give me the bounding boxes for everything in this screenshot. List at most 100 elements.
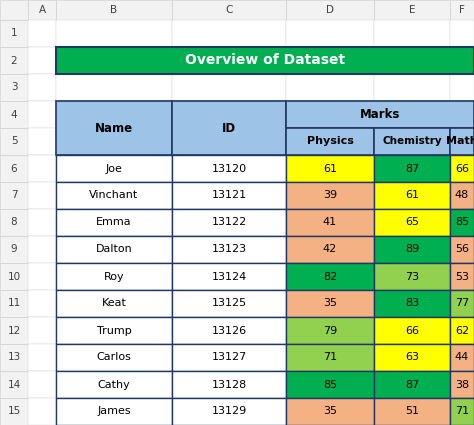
Text: 66: 66 [405,326,419,335]
Bar [56,209,172,236]
Bar [374,155,450,182]
Bar [286,236,374,263]
Bar [374,101,450,128]
Text: 83: 83 [405,298,419,309]
Text: 44: 44 [455,352,469,363]
Text: 13129: 13129 [211,406,246,416]
Text: 12: 12 [8,326,21,335]
Text: 79: 79 [323,326,337,335]
Bar [0,371,28,398]
Text: 85: 85 [323,380,337,389]
Bar [28,398,56,425]
Bar [450,236,474,263]
Bar [450,236,474,263]
Bar [56,182,172,209]
Bar [172,371,286,398]
Text: 71: 71 [455,406,469,416]
Bar [450,398,474,425]
Text: Keat: Keat [101,298,127,309]
Text: 41: 41 [323,218,337,227]
Bar [374,74,450,101]
Text: Joe: Joe [106,164,122,173]
Bar [172,263,286,290]
Bar [172,128,286,155]
Text: Chemistry: Chemistry [382,136,442,147]
Bar [28,155,56,182]
Text: Math: Math [446,136,474,147]
Text: B: B [110,5,118,15]
Text: 3: 3 [11,82,18,93]
Text: Roy: Roy [104,272,124,281]
Bar [374,290,450,317]
Bar [286,74,374,101]
Bar [28,0,56,20]
Text: F: F [459,5,465,15]
Text: Carlos: Carlos [97,352,131,363]
Bar [172,209,286,236]
Bar [172,290,286,317]
Bar [374,236,450,263]
Text: 8: 8 [11,218,18,227]
Bar [286,155,374,182]
Bar [172,263,286,290]
Bar [172,155,286,182]
Bar [450,290,474,317]
Text: Overview of Dataset: Overview of Dataset [185,54,345,68]
Bar [56,74,172,101]
Bar [286,20,374,47]
Text: Dalton: Dalton [96,244,132,255]
Text: 38: 38 [455,380,469,389]
Text: 87: 87 [405,380,419,389]
Bar [450,155,474,182]
Text: 66: 66 [455,164,469,173]
Text: Name: Name [95,122,133,134]
Text: 10: 10 [8,272,20,281]
Bar [286,344,374,371]
Bar [286,101,374,128]
Bar [286,128,374,155]
Bar [172,344,286,371]
Bar [450,128,474,155]
Text: A: A [38,5,46,15]
Bar [286,371,374,398]
Bar [56,155,172,182]
Bar [172,74,286,101]
Bar [56,263,172,290]
Bar [286,155,374,182]
Bar [374,317,450,344]
Bar [56,317,172,344]
Bar [450,290,474,317]
Bar [28,344,56,371]
Bar [286,101,474,128]
Text: C: C [225,5,233,15]
Bar [286,371,374,398]
Bar [172,101,286,128]
Text: Emma: Emma [96,218,132,227]
Bar [450,128,474,155]
Bar [450,47,474,74]
Bar [56,101,172,155]
Bar [0,344,28,371]
Bar [374,263,450,290]
Bar [374,398,450,425]
Bar [374,290,450,317]
Bar [28,47,56,74]
Bar [0,398,28,425]
Bar [28,263,56,290]
Text: 13123: 13123 [211,244,246,255]
Text: 65: 65 [405,218,419,227]
Bar [374,263,450,290]
Bar [450,209,474,236]
Bar [172,209,286,236]
Bar [56,47,172,74]
Bar [56,236,172,263]
Text: 35: 35 [323,406,337,416]
Bar [286,398,374,425]
Text: 53: 53 [455,272,469,281]
Text: 71: 71 [323,352,337,363]
Bar [450,182,474,209]
Bar [374,209,450,236]
Bar [172,344,286,371]
Bar [450,0,474,20]
Bar [286,263,374,290]
